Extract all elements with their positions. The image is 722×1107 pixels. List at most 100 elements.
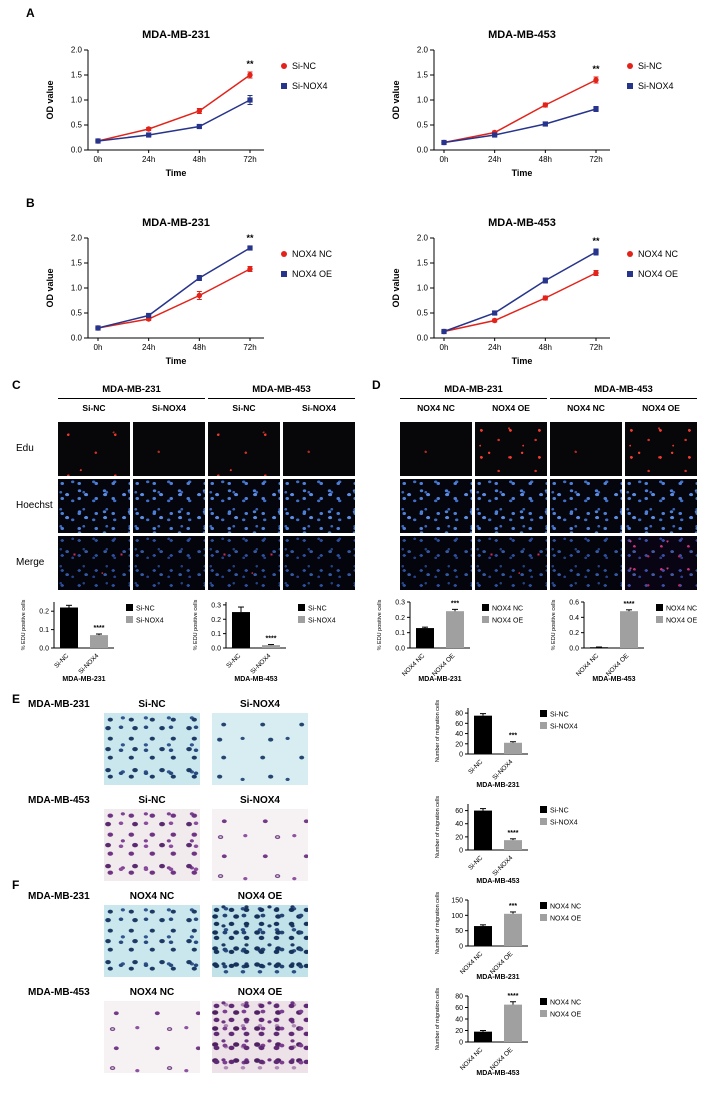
svg-text:0.2: 0.2: [211, 617, 221, 624]
svg-text:Si-NC: Si-NC: [467, 854, 484, 871]
svg-text:NOX4 NC: NOX4 NC: [550, 1000, 581, 1007]
svg-text:Number of migration cells: Number of migration cells: [435, 892, 441, 955]
svg-text:0.0: 0.0: [569, 646, 579, 653]
svg-text:Si-NOX4: Si-NOX4: [638, 81, 674, 91]
svg-text:Si-NC: Si-NC: [136, 606, 155, 613]
svg-text:MDA-MB-231: MDA-MB-231: [142, 217, 210, 229]
svg-text:**: **: [246, 59, 254, 69]
svg-text:NOX4 OE: NOX4 OE: [431, 652, 457, 678]
svg-text:Si-NOX4: Si-NOX4: [136, 618, 164, 625]
svg-text:MDA-MB-453: MDA-MB-453: [476, 878, 519, 885]
svg-text:60: 60: [455, 808, 463, 815]
edu-image-453-nox4-oe: [625, 422, 697, 476]
merge-image-453-si-nox4: [283, 536, 355, 590]
panel-label-e: E: [12, 692, 21, 706]
svg-text:***: ***: [451, 600, 459, 607]
svg-text:80: 80: [455, 994, 463, 1001]
svg-text:Time: Time: [166, 356, 187, 366]
svg-text:Si-NOX4: Si-NOX4: [292, 81, 328, 91]
hoechst-image-231-si-nox4: [133, 479, 205, 533]
svg-text:20: 20: [455, 741, 463, 748]
svg-text:150: 150: [451, 898, 463, 905]
svg-text:NOX4 NC: NOX4 NC: [550, 904, 581, 911]
c-row-label-edu: Edu: [16, 443, 34, 454]
svg-text:80: 80: [455, 711, 463, 718]
transwell-image-453-nox4-nc: [104, 1001, 200, 1073]
svg-text:100: 100: [451, 913, 463, 920]
hoechst-image-453-si-nox4: [283, 479, 355, 533]
transwell-image-231-nox4-nc: [104, 905, 200, 977]
f-row2-col-header-1: NOX4 NC: [129, 987, 175, 998]
svg-text:MDA-MB-231: MDA-MB-231: [476, 782, 519, 789]
c-col-header-3: Si-NC: [232, 403, 256, 413]
c-group-header-mda-mb-453: MDA-MB-453: [208, 384, 355, 399]
svg-text:0.5: 0.5: [417, 309, 429, 318]
svg-text:NOX4 NC: NOX4 NC: [459, 1046, 485, 1072]
f-row1-cell-line: MDA-MB-231: [28, 891, 90, 902]
transwell-image-453-nox4-oe: [212, 1001, 308, 1073]
svg-text:0.0: 0.0: [417, 334, 429, 343]
svg-text:% EDU positive cells: % EDU positive cells: [377, 599, 383, 650]
svg-text:***: ***: [509, 903, 517, 910]
merge-image-231-si-nox4: [133, 536, 205, 590]
svg-text:MDA-MB-231: MDA-MB-231: [62, 676, 105, 683]
svg-text:MDA-MB-231: MDA-MB-231: [476, 974, 519, 981]
panel-label-f: F: [12, 878, 20, 892]
svg-text:0.2: 0.2: [569, 630, 579, 637]
transwell-image-231-nox4-oe: [212, 905, 308, 977]
svg-text:MDA-MB-453: MDA-MB-453: [592, 676, 635, 683]
svg-text:24h: 24h: [488, 343, 501, 352]
panel-label-b: B: [26, 196, 35, 210]
edu-image-453-si-nc: [208, 422, 280, 476]
svg-text:Si-NC: Si-NC: [308, 606, 327, 613]
svg-text:Si-NOX4: Si-NOX4: [491, 854, 514, 877]
svg-text:24h: 24h: [142, 343, 155, 352]
panel-label-d: D: [372, 378, 381, 392]
svg-text:50: 50: [455, 928, 463, 935]
hoechst-image-231-nox4-nc: [400, 479, 472, 533]
svg-text:Number of migration cells: Number of migration cells: [435, 988, 441, 1051]
svg-text:Time: Time: [512, 356, 533, 366]
svg-text:40: 40: [455, 821, 463, 828]
svg-text:Si-NOX4: Si-NOX4: [550, 724, 578, 731]
svg-text:1.0: 1.0: [417, 284, 429, 293]
svg-text:**: **: [592, 236, 600, 246]
line-chart-a-mda-mb-231: 0.0 0.5 1.0 1.5 2.0 0h 24h 48h 72h Time OD value MD…: [40, 24, 360, 186]
e-row1-cell-line: MDA-MB-231: [28, 699, 90, 710]
bar-chart-edu-231-si: 0.0 0.1 0.2 Si-NC Si-NOX4 **** % EDU positive …: [14, 592, 182, 684]
svg-text:MDA-MB-453: MDA-MB-453: [476, 1070, 519, 1077]
f-row1-col-header-2: NOX4 OE: [237, 891, 283, 902]
edu-image-231-si-nc: [58, 422, 130, 476]
e-row1-col-header-2: Si-NOX4: [239, 699, 280, 710]
svg-text:Si-NOX4: Si-NOX4: [491, 758, 514, 781]
d-group-header-mda-mb-453: MDA-MB-453: [550, 384, 697, 399]
svg-text:0.3: 0.3: [211, 602, 221, 609]
svg-text:60: 60: [455, 1005, 463, 1012]
svg-text:Number of migration cells: Number of migration cells: [435, 796, 441, 859]
svg-text:NOX4 OE: NOX4 OE: [605, 652, 631, 678]
hoechst-image-231-si-nc: [58, 479, 130, 533]
svg-text:0.5: 0.5: [71, 309, 83, 318]
svg-text:40: 40: [455, 1017, 463, 1024]
svg-text:2.0: 2.0: [71, 46, 83, 55]
svg-text:48h: 48h: [539, 155, 552, 164]
edu-image-231-nox4-oe: [475, 422, 547, 476]
svg-text:0.0: 0.0: [39, 646, 49, 653]
edu-image-453-si-nox4: [283, 422, 355, 476]
svg-text:48h: 48h: [193, 343, 206, 352]
svg-text:****: ****: [624, 601, 635, 608]
hoechst-image-453-si-nc: [208, 479, 280, 533]
svg-text:NOX4 NC: NOX4 NC: [459, 950, 485, 976]
d-col-header-1: NOX4 NC: [417, 403, 455, 413]
svg-text:0.1: 0.1: [395, 630, 405, 637]
svg-text:0.0: 0.0: [211, 646, 221, 653]
svg-text:72h: 72h: [589, 343, 602, 352]
svg-text:0.6: 0.6: [569, 600, 579, 607]
c-group-header-mda-mb-231: MDA-MB-231: [58, 384, 205, 399]
svg-text:0h: 0h: [440, 155, 449, 164]
e-row2-col-header-1: Si-NC: [138, 795, 166, 806]
svg-text:NOX4 NC: NOX4 NC: [401, 652, 427, 678]
svg-text:MDA-MB-453: MDA-MB-453: [488, 29, 556, 41]
svg-text:0.0: 0.0: [71, 146, 83, 155]
edu-image-231-nox4-nc: [400, 422, 472, 476]
